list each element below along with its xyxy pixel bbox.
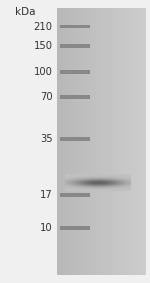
Bar: [60, 194, 90, 197]
Text: 35: 35: [40, 134, 52, 144]
Bar: [60, 137, 90, 141]
Text: 70: 70: [40, 92, 52, 102]
Bar: [60, 25, 90, 29]
Bar: [60, 70, 90, 74]
Text: 150: 150: [33, 41, 52, 51]
Text: 210: 210: [33, 22, 52, 32]
Text: 100: 100: [34, 67, 52, 77]
Bar: [60, 44, 90, 48]
Bar: [60, 226, 90, 230]
Text: 10: 10: [40, 223, 52, 233]
Text: kDa: kDa: [15, 7, 36, 17]
Bar: [60, 95, 90, 98]
Text: 17: 17: [40, 190, 52, 200]
